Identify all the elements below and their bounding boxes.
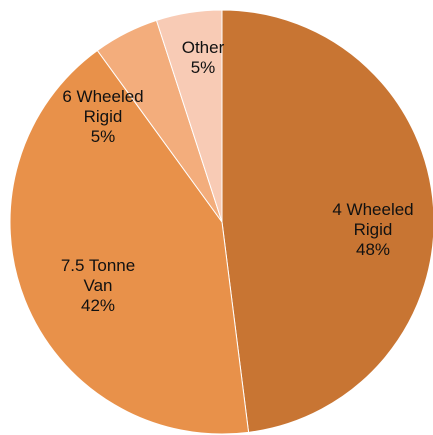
pie-slice bbox=[221, 9, 433, 433]
category-label: 4 Wheeled Rigid bbox=[332, 200, 414, 239]
slice-label: Other 5% bbox=[143, 38, 263, 78]
pie-slice bbox=[9, 49, 250, 435]
value-label: 5% bbox=[90, 127, 116, 146]
slice-label: 6 Wheeled Rigid 5% bbox=[43, 87, 163, 147]
value-label: 5% bbox=[190, 58, 216, 77]
category-label: Other bbox=[181, 38, 225, 57]
slice-label: 4 Wheeled Rigid 48% bbox=[313, 200, 433, 260]
category-label: 7.5 Tonne Van bbox=[60, 256, 136, 295]
value-label: 48% bbox=[355, 240, 391, 259]
category-label: 6 Wheeled Rigid bbox=[62, 87, 144, 126]
value-label: 42% bbox=[80, 296, 116, 315]
slice-label: 7.5 Tonne Van 42% bbox=[38, 256, 158, 316]
pie-slice bbox=[155, 9, 223, 223]
